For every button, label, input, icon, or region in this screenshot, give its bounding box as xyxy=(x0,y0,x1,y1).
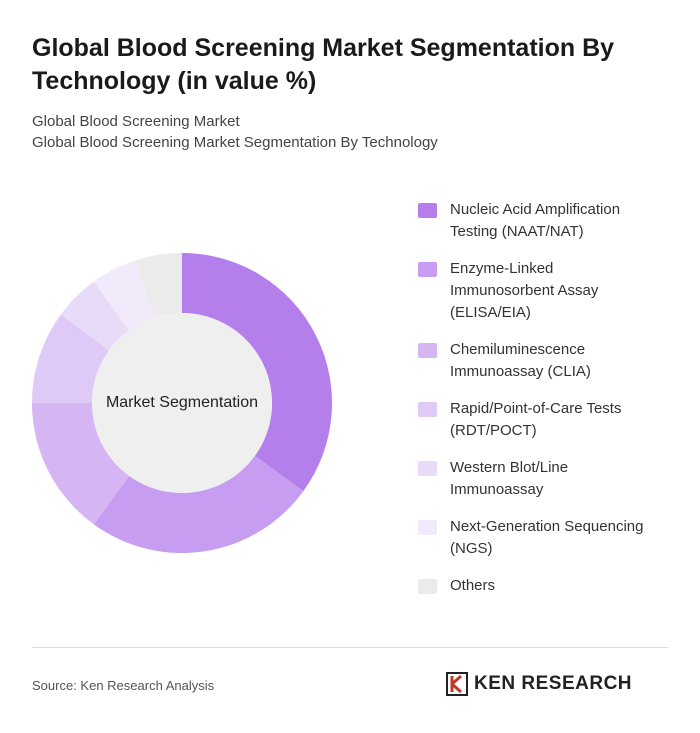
legend-swatch xyxy=(418,461,437,476)
subtitle: Global Blood Screening Market Segmentati… xyxy=(32,134,438,151)
logo-text: KEN RESEARCH xyxy=(474,673,633,694)
legend-label: Nucleic Acid Amplification Testing (NAAT… xyxy=(450,201,621,240)
donut-hole xyxy=(92,313,272,493)
legend-label: Western Blot/Line Immunoassay xyxy=(450,459,569,498)
subtitle: Global Blood Screening Market xyxy=(32,113,240,130)
legend-item: Rapid/Point-of-Care Tests (RDT/POCT) xyxy=(418,398,658,442)
divider xyxy=(32,647,668,648)
donut-segment xyxy=(93,260,155,331)
chart-title: Global Blood Screening Market Segmentati… xyxy=(32,34,615,95)
donut-segment xyxy=(93,455,304,553)
source: Source: Ken Research Analysis xyxy=(32,678,215,693)
logo-icon xyxy=(446,672,468,696)
legend-label: Next-Generation Sequencing (NGS) xyxy=(450,518,644,557)
legend-swatch xyxy=(418,579,437,594)
legend-swatch xyxy=(418,402,437,417)
legend-item: Nucleic Acid Amplification Testing (NAAT… xyxy=(418,199,658,243)
donut-segment xyxy=(135,253,182,318)
center-label: Market Segmentation xyxy=(106,394,258,411)
logo: KEN RESEARCH xyxy=(446,672,632,696)
donut-segment xyxy=(32,403,130,525)
legend-swatch xyxy=(418,343,437,358)
legend-item: Others xyxy=(418,575,658,597)
legend-swatch xyxy=(418,262,437,277)
legend-item: Western Blot/Line Immunoassay xyxy=(418,457,658,501)
chart: Market Segmentation xyxy=(32,253,332,553)
donut-segment xyxy=(182,253,332,492)
legend: Nucleic Acid Amplification Testing (NAAT… xyxy=(418,199,658,612)
legend-label: Rapid/Point-of-Care Tests (RDT/POCT) xyxy=(450,400,622,439)
legend-item: Enzyme-Linked Immunosorbent Assay (ELISA… xyxy=(418,258,658,324)
donut-segment xyxy=(32,314,110,403)
legend-label: Chemiluminescence Immunoassay (CLIA) xyxy=(450,341,591,380)
legend-label: Enzyme-Linked Immunosorbent Assay (ELISA… xyxy=(450,260,599,321)
legend-item: Chemiluminescence Immunoassay (CLIA) xyxy=(418,339,658,383)
donut-segment xyxy=(60,281,130,351)
legend-item: Next-Generation Sequencing (NGS) xyxy=(418,516,658,560)
legend-swatch xyxy=(418,520,437,535)
legend-swatch xyxy=(418,203,437,218)
legend-label: Others xyxy=(450,577,496,594)
